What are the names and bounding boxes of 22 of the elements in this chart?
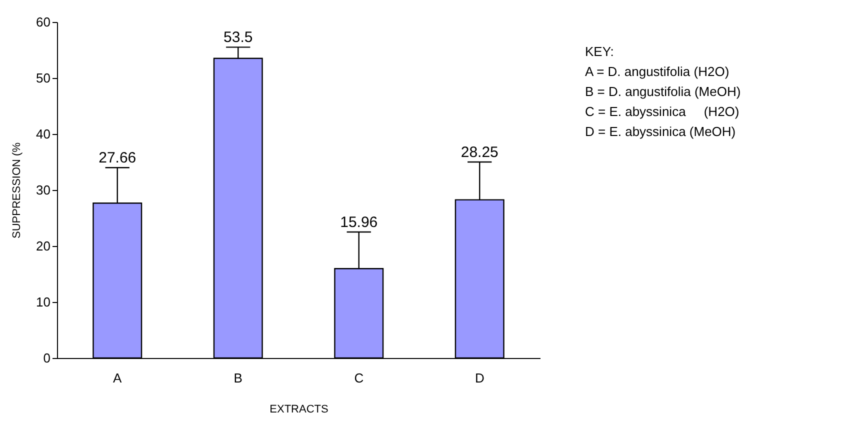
y-tick-label: 0 <box>43 350 50 366</box>
text: A = D. angustifolia (H2O) <box>585 63 730 81</box>
text: C = E. abyssinica (H2O) <box>585 103 740 121</box>
y-axis-title: SUPPRESSION (% <box>11 142 24 238</box>
x-axis-title: EXTRACTS <box>270 404 328 416</box>
x-tick-label: A <box>113 370 122 386</box>
y-tick-label: 40 <box>36 126 50 142</box>
text: KEY: <box>585 43 615 61</box>
data-label: 15.96 <box>340 214 378 231</box>
y-tick-label: 10 <box>36 294 50 310</box>
y-tick-label: 20 <box>36 238 50 254</box>
data-label: 27.66 <box>98 150 136 167</box>
data-label: 28.25 <box>460 144 498 161</box>
x-tick-label: D <box>474 370 484 386</box>
y-tick-label: 30 <box>36 182 50 198</box>
text: D = E. abyssinica (MeOH) <box>585 123 737 141</box>
y-tick-label: 60 <box>36 14 50 30</box>
text: B = D. angustifolia (MeOH) <box>585 83 741 101</box>
y-tick-label: 50 <box>36 70 50 86</box>
x-tick-label: C <box>354 370 364 386</box>
data-label: 53.5 <box>224 29 253 46</box>
x-tick-label: B <box>234 370 242 386</box>
